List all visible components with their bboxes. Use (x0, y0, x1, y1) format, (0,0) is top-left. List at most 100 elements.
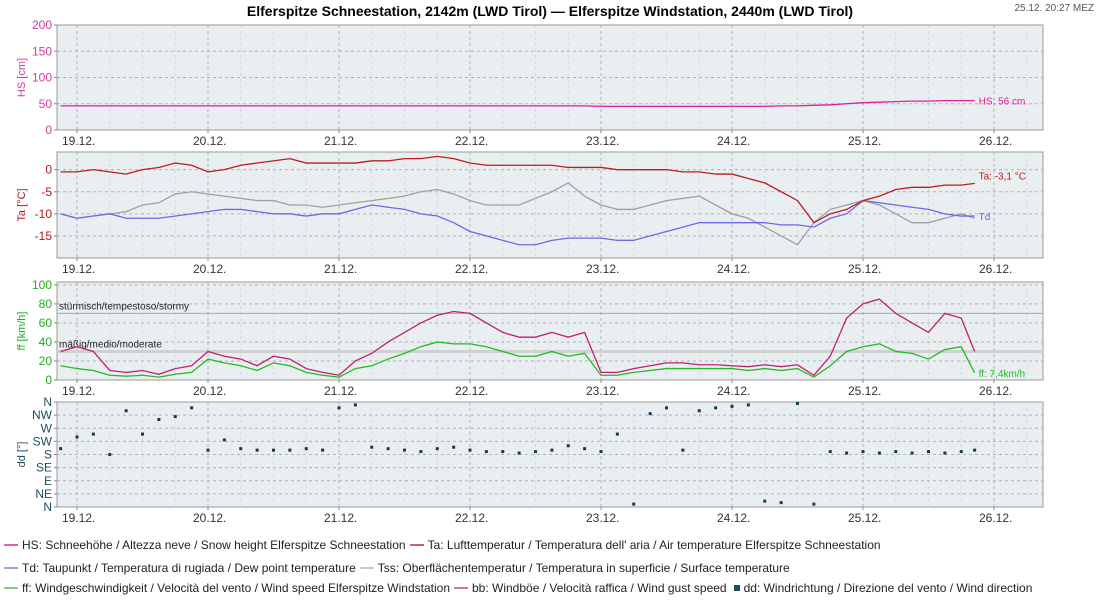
legend-label: HS: Schneehöhe / Altezza neve / Snow hei… (22, 538, 406, 552)
data-point (452, 445, 456, 449)
y-tick-label: NE (35, 487, 52, 501)
y-tick-label: SW (33, 434, 53, 448)
series-line-HS (60, 99, 975, 108)
data-point (255, 448, 259, 452)
y-tick-label: 80 (39, 297, 53, 311)
y-tick-label: 60 (39, 316, 53, 330)
legend-line-marker (359, 566, 374, 569)
data-point (779, 501, 783, 505)
x-tick-label: 21.12. (324, 511, 357, 525)
legend-label: Ta: Lufttemperatur / Temperatura dell' a… (427, 538, 881, 552)
data-point (714, 406, 718, 410)
data-point (730, 404, 734, 408)
x-tick-label: 21.12. (324, 384, 357, 398)
data-point (206, 448, 210, 452)
threshold-label: mäßig/medio/moderate (59, 339, 162, 350)
x-tick-label: 20.12. (193, 511, 226, 525)
data-point (812, 502, 816, 506)
legend-line-marker (4, 566, 18, 569)
data-point (501, 450, 505, 454)
y-tick-label: NW (32, 408, 53, 422)
legend-square-marker (733, 584, 740, 591)
data-point (681, 448, 685, 452)
data-point (59, 447, 63, 451)
data-point (353, 403, 357, 407)
y-tick-label: S (44, 448, 52, 462)
data-point (648, 412, 652, 416)
data-point (534, 450, 537, 454)
data-point (828, 450, 832, 454)
y-tick-label: E (44, 474, 52, 488)
data-point (763, 499, 767, 503)
y-tick-label: 0 (45, 373, 52, 387)
x-tick-label: 23.12. (586, 262, 619, 276)
chart-title: Elferspitze Schneestation, 2142m (LWD Ti… (246, 3, 854, 19)
data-point (403, 448, 406, 452)
y-tick-label: 0 (45, 123, 52, 137)
legend-label: ff: Windgeschwindigkeit / Velocità del v… (22, 581, 450, 595)
data-point (272, 448, 275, 452)
data-point (91, 432, 95, 436)
data-point (222, 438, 226, 442)
data-point (861, 450, 865, 454)
x-tick-label: 25.12. (848, 134, 881, 148)
y-tick-label: SE (36, 461, 52, 475)
x-tick-label: 26.12. (979, 384, 1012, 398)
data-point (370, 445, 374, 449)
legend-line-marker (4, 543, 18, 546)
y-axis-label: Ta [°C] (16, 188, 28, 221)
plot-area (56, 281, 1044, 381)
data-point (927, 450, 930, 454)
data-point (943, 451, 947, 455)
x-tick-label: 20.12. (193, 262, 226, 276)
panel-ta: -15 -10 -5 0 Ta [°C] 19.12. 20.12. 21.12. 22.12.… (16, 151, 1044, 276)
data-point (910, 451, 914, 455)
data-point (239, 447, 243, 451)
data-point (632, 502, 636, 506)
data-point (337, 406, 341, 410)
data-point (959, 450, 963, 454)
end-label-HS: HS: 56 cm (979, 97, 1026, 108)
x-tick-label: 19.12. (62, 134, 95, 148)
data-point (468, 448, 472, 452)
legend-row: Td: Taupunkt / Temperatura di rugiada / … (4, 561, 794, 575)
legend-item: Td: Taupunkt / Temperatura di rugiada / … (4, 561, 356, 575)
end-label-ff: ff: 7,4km/h (979, 369, 1026, 380)
y-tick-label: 20 (39, 354, 53, 368)
x-tick-label: 26.12. (979, 134, 1012, 148)
y-axis-label: dd [°] (16, 442, 28, 468)
series-line-Ta (60, 155, 975, 224)
y-tick-label: N (43, 395, 52, 409)
data-point (973, 448, 977, 452)
x-tick-label: 23.12. (586, 384, 619, 398)
y-tick-label: 100 (32, 71, 52, 85)
legend-item: bb: Windböe / Velocità raffica / Wind gu… (454, 581, 727, 595)
end-label-Td: Td (979, 212, 991, 223)
x-tick-label: 24.12. (717, 262, 750, 276)
data-point (141, 432, 144, 436)
threshold-label: stürmisch/tempestoso/stormy (59, 301, 189, 312)
legend-item: dd: Windrichtung / Direzione del vento /… (731, 581, 1032, 595)
data-point (697, 409, 701, 413)
data-point (845, 451, 849, 455)
legend-item: Tss: Oberflächentemperatur / Temperatura… (359, 561, 790, 575)
x-tick-label: 26.12. (979, 262, 1012, 276)
timestamp: 25.12. 20:27 MEZ (1014, 3, 1095, 14)
legend-line-marker (4, 586, 18, 589)
data-point (550, 448, 554, 452)
legend-label: Tss: Oberflächentemperatur / Temperatura… (377, 561, 790, 575)
legend-label: Td: Taupunkt / Temperatura di rugiada / … (22, 561, 356, 575)
legend-label: bb: Windböe / Velocità raffica / Wind gu… (472, 581, 727, 595)
y-tick-label: W (41, 421, 53, 435)
x-tick-label: 22.12. (455, 384, 488, 398)
panel-ff: 0 20 40 60 80 100 ff [km/h] 19.12. 20.12. 21.12. 2… (16, 278, 1044, 398)
y-tick-label: 200 (32, 18, 52, 32)
legend-row: HS: Schneehöhe / Altezza neve / Snow hei… (4, 538, 885, 552)
x-tick-label: 25.12. (848, 262, 881, 276)
data-point (517, 451, 521, 455)
data-point (894, 450, 898, 454)
y-tick-label: -15 (35, 229, 53, 243)
data-point (386, 447, 390, 451)
